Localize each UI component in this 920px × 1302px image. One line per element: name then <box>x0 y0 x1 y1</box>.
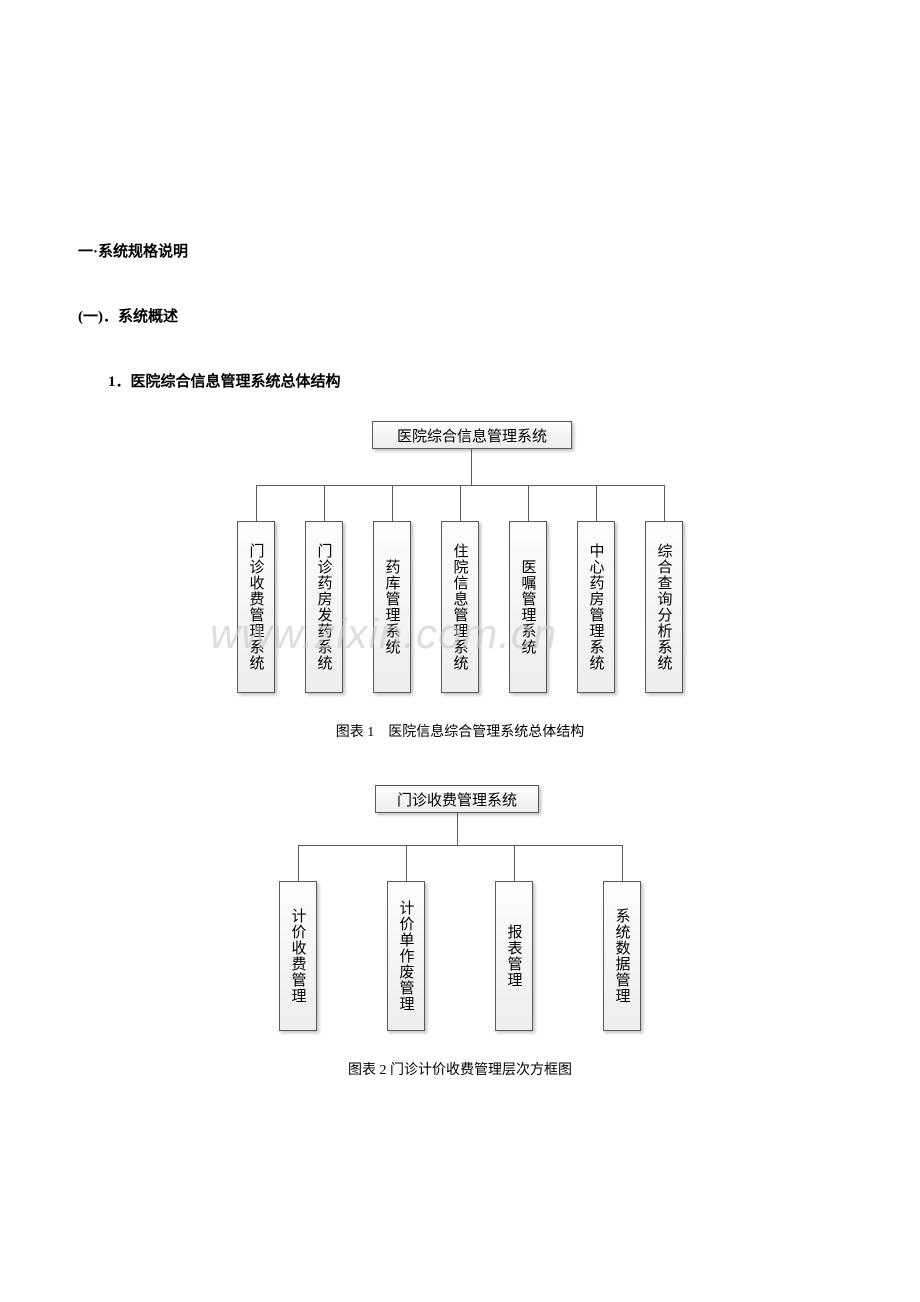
tree-edge <box>471 449 472 485</box>
tree-child-node: 中心药房管理系统 <box>577 521 615 693</box>
heading-item-1: 1．医院综合信息管理系统总体结构 <box>78 370 842 391</box>
tree-root-node: 门诊收费管理系统 <box>375 785 539 813</box>
tree-child-node: 医嘱管理系统 <box>509 521 547 693</box>
tree-root-node: 医院综合信息管理系统 <box>372 421 572 449</box>
tree-child-node: 系统数据管理 <box>603 881 641 1031</box>
tree-child-node: 住院信息管理系统 <box>441 521 479 693</box>
tree-child-node: 报表管理 <box>495 881 533 1031</box>
tree-edge <box>664 485 665 521</box>
tree-child-node: 计价单作废管理 <box>387 881 425 1031</box>
tree-child-node: 药库管理系统 <box>373 521 411 693</box>
figure-2-wrapper: 门诊收费管理系统计价收费管理 计价单作废管理 报表管理 系统数据管理 图表 2 门诊计… <box>78 785 842 1079</box>
figure-2-caption: 图表 2 门诊计价收费管理层次方框图 <box>348 1059 572 1079</box>
figure-2-diagram: 门诊收费管理系统计价收费管理 计价单作废管理 报表管理 系统数据管理 <box>279 785 641 1035</box>
figure-1-wrapper: 医院综合信息管理系统门诊收费管理系统门诊药房发药系统药库管理系统住院信息管理系统… <box>78 421 842 741</box>
tree-edge <box>392 485 393 521</box>
tree-child-node: 综合查询分析系统 <box>645 521 683 693</box>
tree-child-node: 门诊收费管理系统 <box>237 521 275 693</box>
tree-child-node: 计价收费管理 <box>279 881 317 1031</box>
tree-edge <box>528 485 529 521</box>
tree-child-node: 门诊药房发药系统 <box>305 521 343 693</box>
tree-edge <box>298 845 299 881</box>
tree-edge <box>622 845 623 881</box>
figure-1-diagram: 医院综合信息管理系统门诊收费管理系统门诊药房发药系统药库管理系统住院信息管理系统… <box>237 421 683 697</box>
figure-1-caption: 图表 1 医院信息综合管理系统总体结构 <box>336 721 585 741</box>
tree-edge <box>406 845 407 881</box>
tree-edge <box>457 813 458 845</box>
tree-edge <box>596 485 597 521</box>
tree-edge <box>460 485 461 521</box>
tree-edge <box>514 845 515 881</box>
tree-edge <box>324 485 325 521</box>
heading-subsection-1: (一)．系统概述 <box>78 305 842 326</box>
document-page: 一·系统规格说明 (一)．系统概述 1．医院综合信息管理系统总体结构 医院综合信… <box>0 0 920 1302</box>
heading-section-1: 一·系统规格说明 <box>78 240 842 261</box>
tree-edge <box>256 485 257 521</box>
tree-edge <box>298 845 623 846</box>
